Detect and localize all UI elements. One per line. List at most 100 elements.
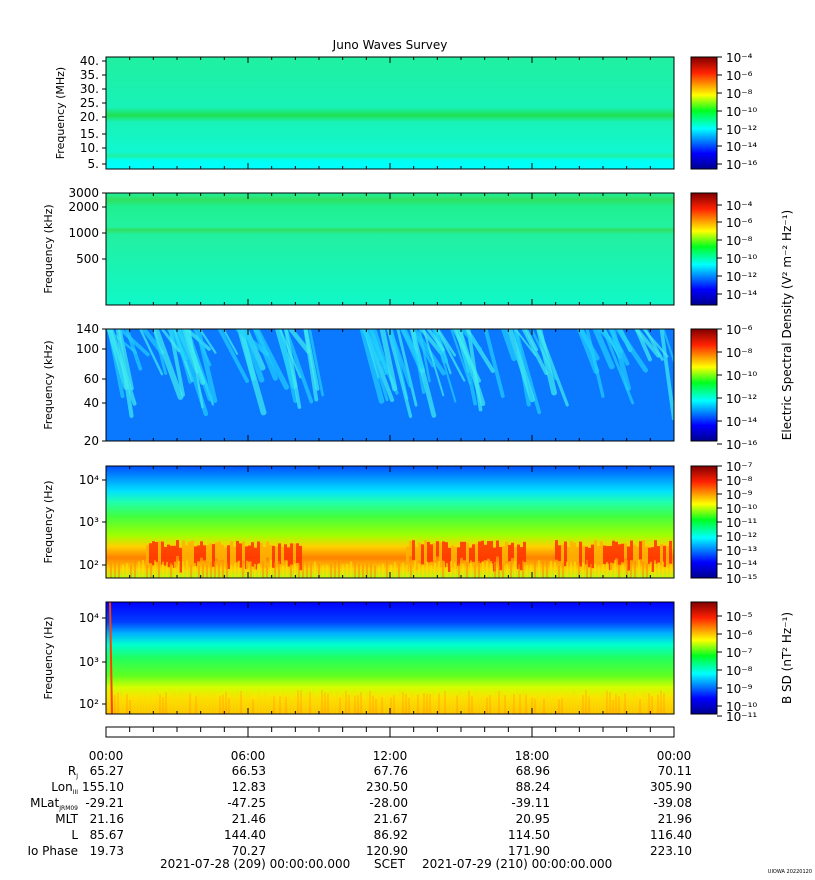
emission-cell: [206, 544, 209, 562]
ephemeris-label: LonIII: [51, 780, 78, 796]
burst-streak: [387, 329, 413, 388]
ephemeris-label: Io Phase: [27, 844, 78, 858]
emission-cell: [281, 546, 284, 565]
burst-streak: [426, 329, 445, 352]
burst-streak: [198, 329, 217, 354]
burst-streak: [459, 329, 483, 351]
emission-cell: [472, 544, 475, 562]
y-tick-label: 40: [84, 396, 99, 410]
emission-cell: [621, 543, 624, 563]
emission-cell: [370, 563, 372, 578]
emission-cell: [150, 564, 152, 578]
emission-cell: [284, 544, 287, 561]
emission-cell: [639, 541, 642, 560]
emission-cell: [475, 543, 478, 566]
emission-cell: [390, 564, 392, 578]
burst-streak: [514, 329, 537, 357]
emission-cell: [636, 546, 639, 564]
burst-streak: [278, 329, 302, 379]
emission-cell: [634, 562, 636, 578]
emission-cell: [152, 541, 155, 566]
emission-cell: [642, 561, 644, 578]
y-tick-label: 10³: [79, 655, 99, 669]
burst-streak: [160, 329, 181, 353]
emission-cell: [266, 541, 269, 558]
emission-cell: [338, 560, 340, 578]
emission-cell: [170, 563, 172, 578]
emission-cell: [642, 540, 645, 562]
emission-cell: [578, 564, 580, 578]
emission-cell: [645, 546, 648, 570]
burst-streak: [195, 329, 218, 404]
emission-cell: [170, 545, 173, 565]
emission-cell: [511, 542, 514, 558]
emission-cell: [318, 563, 320, 578]
ephemeris-value: -39.08: [653, 796, 692, 810]
emission-cell: [627, 546, 630, 571]
burst-streak: [115, 329, 134, 418]
ephemeris-value: 155.10: [82, 780, 124, 794]
emission-cell: [606, 562, 608, 578]
colorbar-tick-label: 10⁻¹⁵: [726, 572, 757, 586]
burst-streak: [506, 329, 535, 403]
emission-cell: [322, 565, 324, 578]
y-tick-label: 15.: [80, 127, 99, 141]
emission-cell: [409, 540, 412, 557]
emission-cell: [294, 563, 296, 578]
emission-cell: [394, 561, 396, 578]
emission-cell: [566, 561, 568, 578]
burst-streak: [501, 329, 517, 362]
colorbar-tick-label: 10⁻⁶: [726, 216, 753, 230]
emission-cell: [266, 565, 268, 578]
burst-streak: [167, 329, 188, 361]
emission-cell: [158, 540, 161, 563]
emission-cell: [209, 543, 212, 568]
colorbar-5: [690, 601, 718, 715]
emission-cell: [579, 541, 582, 567]
emission-cell: [436, 541, 439, 557]
emission-cell: [466, 542, 469, 563]
time-label: 00:00: [89, 749, 124, 763]
emission-cell: [490, 561, 492, 578]
footer-end: 2021-07-29 (210) 00:00:00.000: [422, 857, 612, 871]
emission-cell: [487, 541, 490, 559]
emission-cell: [561, 544, 564, 568]
ephemeris-value: 120.90: [366, 844, 408, 858]
colorbar-tick-label: 10⁻⁸: [726, 346, 753, 360]
emission-cell: [460, 541, 463, 558]
streak: [109, 602, 113, 714]
emission-cell: [296, 543, 299, 563]
emission-cell: [439, 542, 442, 567]
emission-cell: [462, 563, 464, 578]
emission-cell: [454, 562, 456, 578]
emission-cell: [138, 561, 140, 578]
emission-cell: [415, 547, 418, 571]
emission-cell: [558, 565, 560, 578]
y-tick-label: 10²: [79, 697, 99, 711]
burst-streak: [435, 329, 466, 382]
colorbar-tick-label: 10⁻¹²: [726, 270, 757, 284]
burst-streak: [422, 329, 445, 397]
y-tick-label: 25.: [80, 96, 99, 110]
colorbar-tick-label: 10⁻¹⁰: [726, 502, 757, 516]
emission-cell: [612, 540, 615, 564]
emission-cell: [463, 541, 466, 561]
emission-cell: [622, 564, 624, 578]
ephemeris-label-subscript: J: [75, 773, 78, 780]
emission-cell: [570, 541, 573, 562]
emission-cell: [298, 564, 300, 578]
emission-cell: [272, 545, 275, 568]
emission-cell: [178, 560, 180, 578]
emission-cell: [166, 562, 168, 578]
time-label: 12:00: [373, 749, 408, 763]
emission-cell: [248, 545, 251, 562]
emission-cell: [230, 541, 233, 566]
emission-cell: [451, 545, 454, 568]
emission-cell: [633, 544, 636, 561]
emission-cell: [342, 564, 344, 578]
emission-cell: [663, 545, 666, 568]
emission-cell: [526, 565, 528, 578]
colorbar-tick-label: 10⁻¹⁴: [726, 288, 757, 302]
emission-cell: [654, 540, 657, 564]
colorbar-tick-label: 10⁻¹²: [726, 392, 757, 406]
